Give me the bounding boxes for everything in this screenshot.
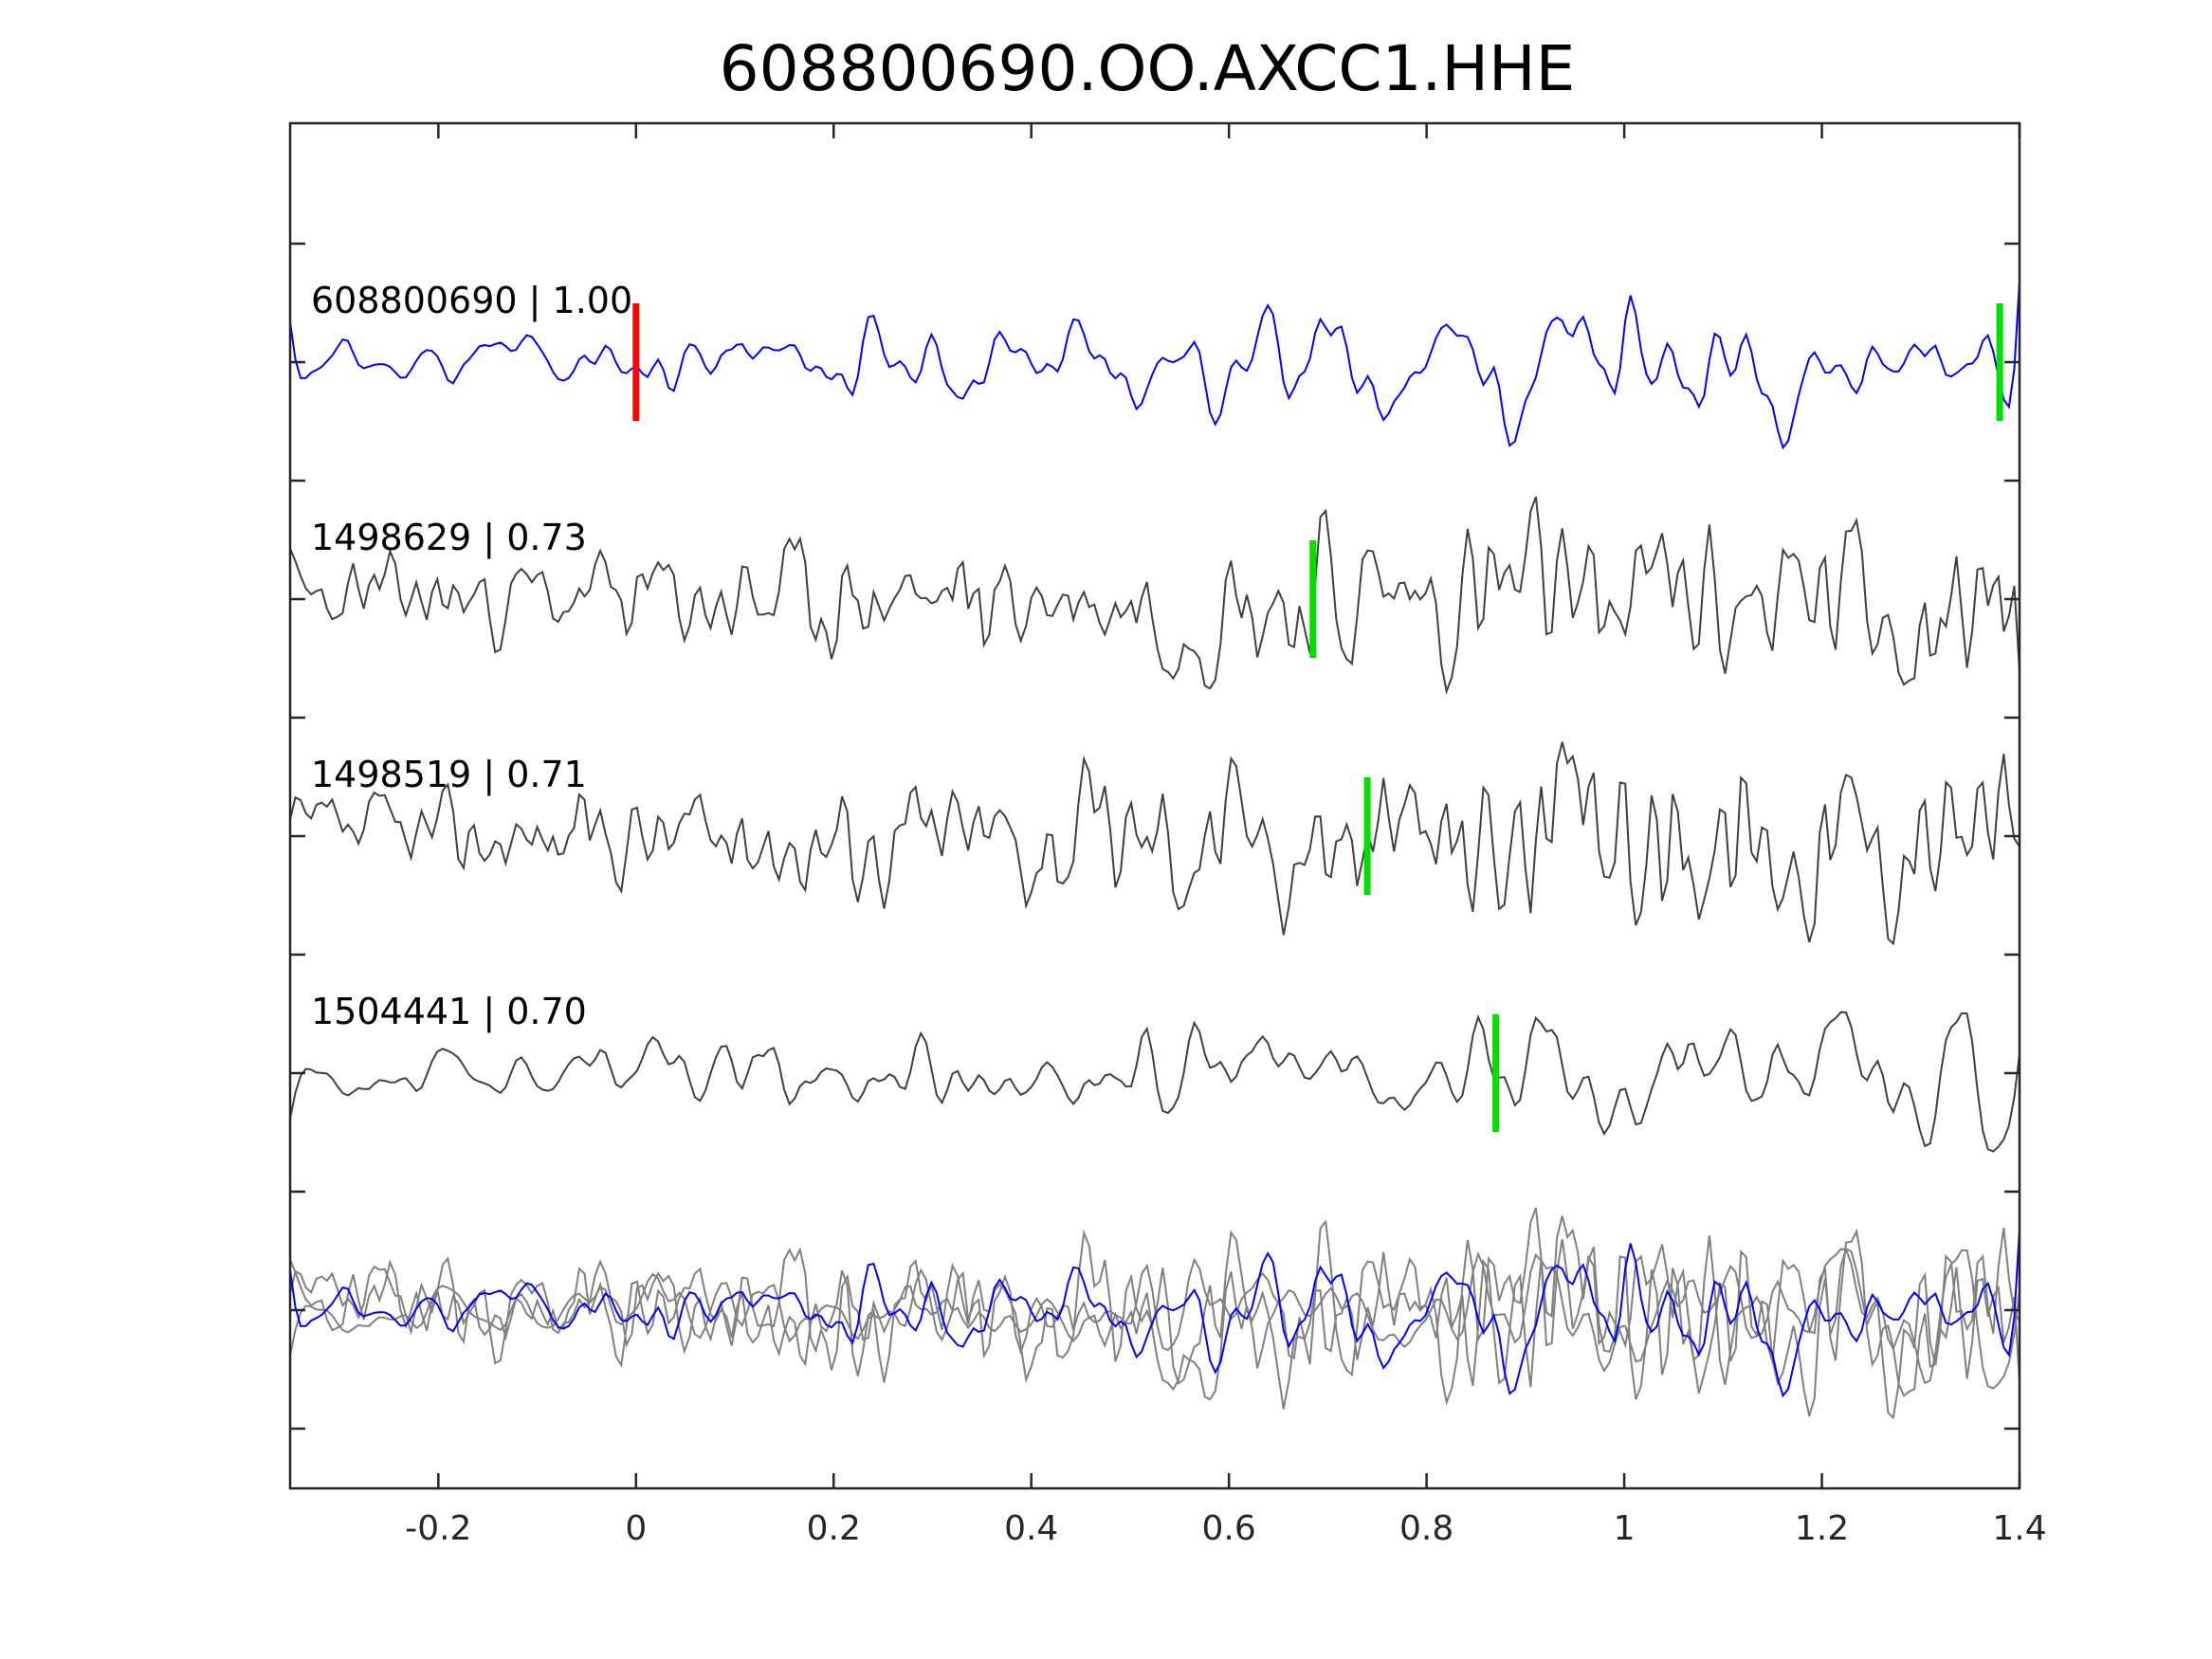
trace-line-2 xyxy=(289,741,2020,946)
trace-label-3: 1504441 | 0.70 xyxy=(311,991,587,1033)
axes: -0.2 0 0.2 0.4 0.6 0.8 1 1.2 1.4 xyxy=(290,123,2047,1548)
x-tick-label-1: 0 xyxy=(625,1509,647,1548)
trace-group xyxy=(289,280,2020,1420)
x-tick-label-7: 1.2 xyxy=(1795,1509,1849,1548)
plot-frame xyxy=(288,121,2021,1490)
trace-label-1: 1498629 | 0.73 xyxy=(311,517,587,559)
pick-markers xyxy=(632,303,2003,1132)
x-tick-label-6: 1 xyxy=(1614,1509,1636,1548)
trace-label-0: 608800690 | 1.00 xyxy=(311,280,632,322)
stack-line-1 xyxy=(289,1207,2020,1406)
x-tick-label-8: 1.4 xyxy=(1992,1509,2046,1548)
trace-label-2: 1498519 | 0.71 xyxy=(311,754,587,796)
stack-line-3 xyxy=(289,1248,2020,1390)
trace-labels: 608800690 | 1.00 1498629 | 0.73 1498519 | … xyxy=(311,280,632,1033)
trace-line-1 xyxy=(289,496,2020,695)
trace-line-0 xyxy=(289,280,2020,450)
x-tick-label-5: 0.8 xyxy=(1399,1509,1453,1548)
x-tick-label-3: 0.4 xyxy=(1004,1509,1058,1548)
x-tick-label-2: 0.2 xyxy=(807,1509,861,1548)
x-tick-label-0: -0.2 xyxy=(405,1509,471,1548)
stack-line-0 xyxy=(289,1228,2020,1398)
chart-title: 608800690.OO.AXCC1.HHE xyxy=(719,32,1576,105)
x-tick-label-4: 0.6 xyxy=(1202,1509,1256,1548)
trace-line-3 xyxy=(289,1011,2020,1153)
